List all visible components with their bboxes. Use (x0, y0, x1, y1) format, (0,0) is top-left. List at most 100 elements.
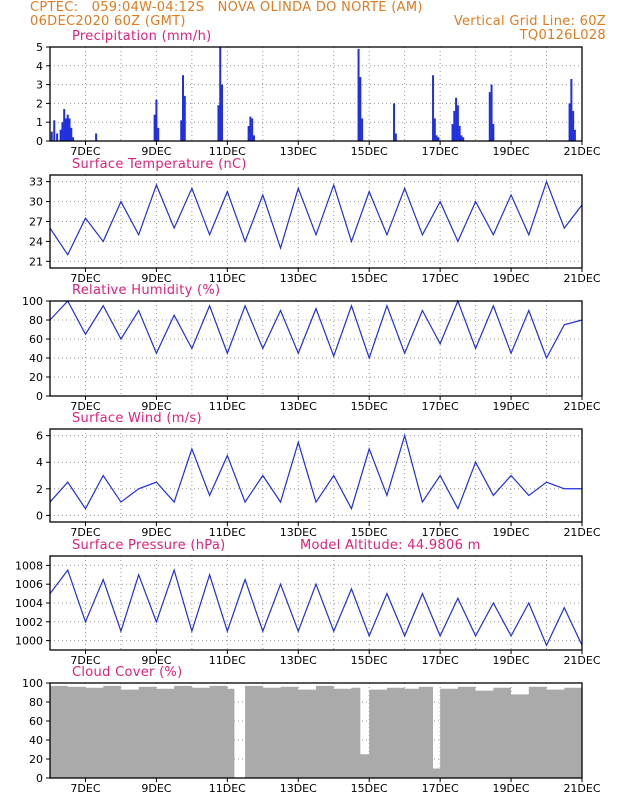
model-altitude: Model Altitude: 44.9806 m (300, 538, 481, 553)
panel-2-title: Relative Humidity (%) (72, 283, 220, 298)
panel-2-xtick-label: 21DEC (563, 400, 600, 413)
precip-bar (247, 125, 250, 141)
panel-1-xtick-label: 17DEC (422, 272, 459, 285)
precip-bar (70, 127, 73, 141)
precip-bar (453, 110, 456, 141)
panel-3-frame (49, 428, 583, 523)
panel-5-xtick-label: 15DEC (351, 782, 388, 795)
panel-4-ytick-label: 1000 (15, 635, 43, 648)
panel-4-xtick-label: 21DEC (563, 654, 600, 667)
panel-5-xtick-label: 17DEC (422, 782, 459, 795)
panel-1-ytick-label: 33 (29, 176, 43, 189)
cloud-cover-area (50, 685, 582, 778)
precip-bar (249, 116, 252, 141)
precip-bar (432, 75, 435, 141)
panel-5-xtick-label: 21DEC (563, 782, 600, 795)
precip-bar (95, 133, 98, 141)
panel-3-xtick-label: 19DEC (493, 526, 530, 539)
panel-5-xtick-label: 19DEC (493, 782, 530, 795)
panel-2-ytick-label: 60 (29, 333, 43, 346)
panel-4-xtick-label: 9DEC (141, 654, 171, 667)
panel-4-xtick-label: 15DEC (351, 654, 388, 667)
panel-4-xtick-label: 11DEC (209, 654, 246, 667)
precip-bar (155, 99, 158, 141)
precip-bar (361, 118, 364, 141)
precip-bar (460, 135, 463, 141)
precip-bar (56, 133, 59, 141)
precip-bar (455, 97, 458, 141)
panel-2-xtick-label: 19DEC (493, 400, 530, 413)
panel-3-ytick-label: 6 (36, 430, 43, 443)
panel-0-ytick-label: 0 (36, 135, 43, 148)
panel-0-xtick-label: 19DEC (493, 145, 530, 158)
panel-5-title: Cloud Cover (%) (72, 665, 182, 680)
panel-4-ytick-label: 1006 (15, 578, 43, 591)
panel-5-xtick-label: 9DEC (141, 782, 171, 795)
panel-4-ytick-label: 1004 (15, 597, 43, 610)
panel-0-frame (49, 46, 583, 142)
precip-bar (456, 105, 459, 141)
panel-2-frame (49, 300, 583, 397)
precip-bar (219, 47, 222, 141)
precip-bar (221, 84, 224, 141)
panel-2-ytick-label: 20 (29, 371, 43, 384)
precip-bar (50, 131, 53, 141)
precip-bar (394, 133, 397, 141)
panel-0-xtick-label: 11DEC (209, 145, 246, 158)
precip-bar (393, 103, 396, 141)
precip-bar (251, 118, 254, 141)
panel-3-xtick-label: 17DEC (422, 526, 459, 539)
precip-bar (68, 118, 71, 141)
panel-1-title: Surface Temperature (nC) (72, 157, 247, 172)
panel-0-ytick-label: 3 (36, 79, 43, 92)
precip-bar (458, 125, 461, 141)
precip-bar (64, 118, 67, 141)
panel-2-xtick-label: 11DEC (209, 400, 246, 413)
panel-1-ytick-label: 30 (29, 196, 43, 209)
panel-2-xtick-label: 17DEC (422, 400, 459, 413)
panel-5-xtick-label: 7DEC (70, 782, 100, 795)
series-line-1 (49, 179, 583, 256)
panel-0-ytick-label: 1 (36, 116, 43, 129)
precip-bar (462, 137, 465, 141)
panel-1-ytick-label: 27 (29, 216, 43, 229)
panel-3-xtick-label: 21DEC (563, 526, 600, 539)
precip-bar (357, 48, 360, 141)
panel-4-xtick-label: 7DEC (70, 654, 100, 667)
precip-bar (182, 75, 184, 141)
panel-2-xtick-label: 13DEC (280, 400, 317, 413)
panel-3-xtick-label: 11DEC (209, 526, 246, 539)
panel-3-ytick-label: 2 (36, 483, 43, 496)
precip-bar (568, 103, 571, 141)
precip-bar (252, 135, 255, 141)
precip-bar (435, 135, 438, 141)
precip-bar (492, 124, 495, 141)
panel-1-xtick-label: 9DEC (141, 272, 171, 285)
panel-4-ytick-label: 1008 (15, 559, 43, 572)
panel-1-xtick-label: 15DEC (351, 272, 388, 285)
panel-2-ytick-label: 100 (22, 295, 43, 308)
panel-1-xtick-label: 21DEC (563, 272, 600, 285)
panel-5-ytick-label: 40 (29, 734, 43, 747)
panel-3-xtick-label: 9DEC (141, 526, 171, 539)
precip-bar (61, 122, 64, 141)
panel-5-xtick-label: 13DEC (280, 782, 317, 795)
precip-bar (437, 137, 440, 141)
panel-2-xtick-label: 7DEC (70, 400, 100, 413)
panel-2-ytick-label: 40 (29, 352, 43, 365)
precip-bar (490, 84, 493, 141)
precip-bar (180, 120, 183, 141)
precip-bar (359, 77, 362, 141)
panel-5-ytick-label: 100 (22, 677, 43, 690)
precip-bar (451, 124, 454, 141)
panel-1-xtick-label: 19DEC (493, 272, 530, 285)
panel-0-ytick-label: 4 (36, 60, 43, 73)
panel-0-xtick-label: 17DEC (422, 145, 459, 158)
panel-5-frame (49, 682, 583, 779)
panel-5-ytick-label: 60 (29, 715, 43, 728)
precip-bar (573, 129, 576, 141)
precip-bar (570, 78, 573, 141)
panel-3-ytick-label: 4 (36, 456, 43, 469)
panel-2-xtick-label: 9DEC (141, 400, 171, 413)
